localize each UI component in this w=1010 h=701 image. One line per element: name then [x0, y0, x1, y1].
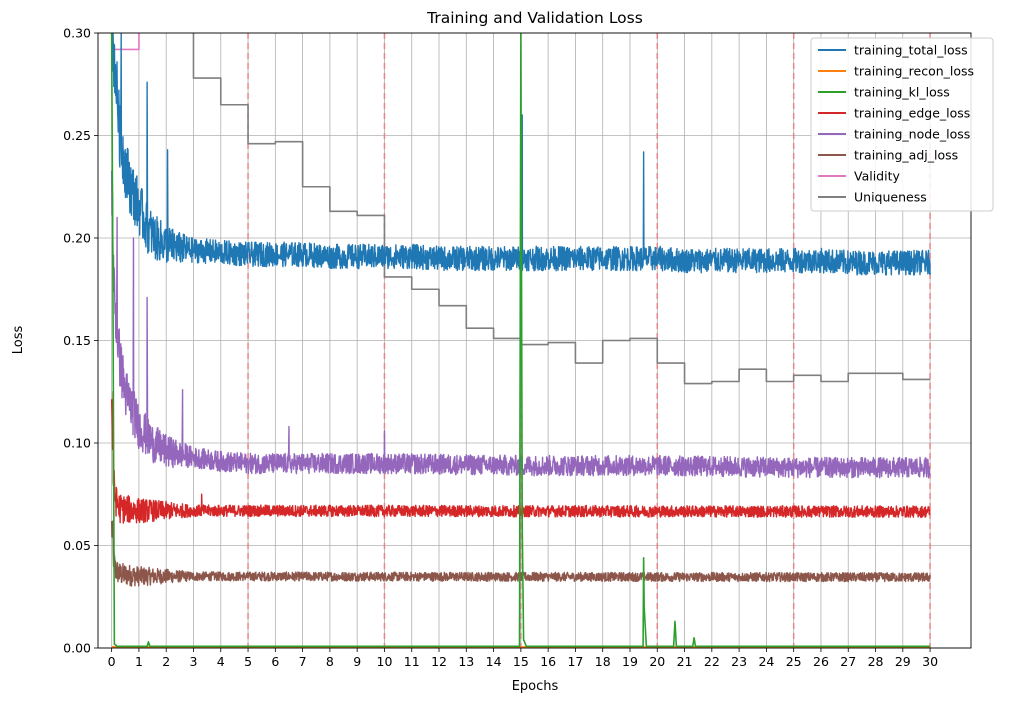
x-tick-label: 7: [299, 654, 307, 669]
x-tick-label: 1: [135, 654, 143, 669]
x-tick-label: 4: [217, 654, 225, 669]
x-tick-label: 27: [840, 654, 856, 669]
x-tick-label: 2: [162, 654, 170, 669]
series-line-training-kl-loss: [110, 33, 931, 648]
x-tick-label: 9: [353, 654, 361, 669]
x-tick-label: 21: [677, 654, 693, 669]
x-tick-label: 3: [190, 654, 198, 669]
series-line-uniqueness: [192, 33, 931, 385]
x-tick-label: 13: [458, 654, 474, 669]
x-tick-label: 16: [540, 654, 556, 669]
x-tick-label: 30: [922, 654, 938, 669]
x-tick-label: 10: [377, 654, 393, 669]
legend-label: training_node_loss: [854, 127, 970, 142]
x-tick-label: 23: [731, 654, 747, 669]
legend-label: training_kl_loss: [854, 85, 950, 100]
x-tick-label: 12: [431, 654, 447, 669]
legend: training_total_loss training_recon_losstr…: [810, 37, 994, 212]
series-lines: [110, 33, 931, 648]
y-tick-label: 0.20: [63, 231, 91, 246]
x-tick-label: 5: [244, 654, 252, 669]
y-tick-label: 0.05: [63, 538, 91, 553]
x-tick-label: 29: [895, 654, 911, 669]
legend-label: Uniqueness: [854, 190, 927, 205]
x-tick-label: 19: [622, 654, 638, 669]
x-tick-label: 22: [704, 654, 720, 669]
x-axis-ticks: 0 1 2 3 4 5 6 7 8 9 10 11 12 13 14 15 16 17 18 19 20 21 22 23 24…: [108, 648, 938, 669]
legend-label: training_edge_loss: [854, 106, 970, 121]
x-tick-label: 28: [868, 654, 884, 669]
y-tick-label: 0.15: [63, 333, 91, 348]
x-tick-label: 26: [813, 654, 829, 669]
y-axis-ticks: 0.00 0.05 0.10 0.15 0.20 0.25 0.30: [63, 26, 98, 656]
series-line-training-node-loss: [110, 170, 931, 479]
x-tick-label: 24: [758, 654, 774, 669]
y-tick-label: 0.30: [63, 26, 91, 41]
x-tick-label: 25: [786, 654, 802, 669]
x-tick-label: 18: [595, 654, 611, 669]
y-axis-label: Loss: [11, 326, 26, 355]
legend-label: training_adj_loss: [854, 148, 958, 163]
legend-label: Validity: [854, 169, 900, 184]
x-axis-label: Epochs: [512, 679, 559, 694]
x-tick-label: 8: [326, 654, 334, 669]
series-line-training-edge-loss: [110, 391, 931, 524]
legend-box: [810, 37, 994, 212]
legend-label: training_total_loss: [854, 43, 968, 58]
legend-label: training_recon_loss: [854, 64, 974, 79]
x-tick-label: 17: [567, 654, 583, 669]
y-tick-label: 0.25: [63, 128, 91, 143]
chart-title: Training and Validation Loss: [426, 9, 643, 27]
series-line-training-adj-loss: [110, 520, 931, 587]
y-tick-label: 0.00: [63, 641, 91, 656]
series-line-validity: [111, 33, 140, 51]
x-tick-label: 15: [513, 654, 529, 669]
x-tick-label: 14: [486, 654, 502, 669]
x-tick-label: 11: [404, 654, 420, 669]
x-tick-label: 20: [649, 654, 665, 669]
x-tick-label: 6: [271, 654, 279, 669]
y-tick-label: 0.10: [63, 436, 91, 451]
x-tick-label: 0: [108, 654, 116, 669]
